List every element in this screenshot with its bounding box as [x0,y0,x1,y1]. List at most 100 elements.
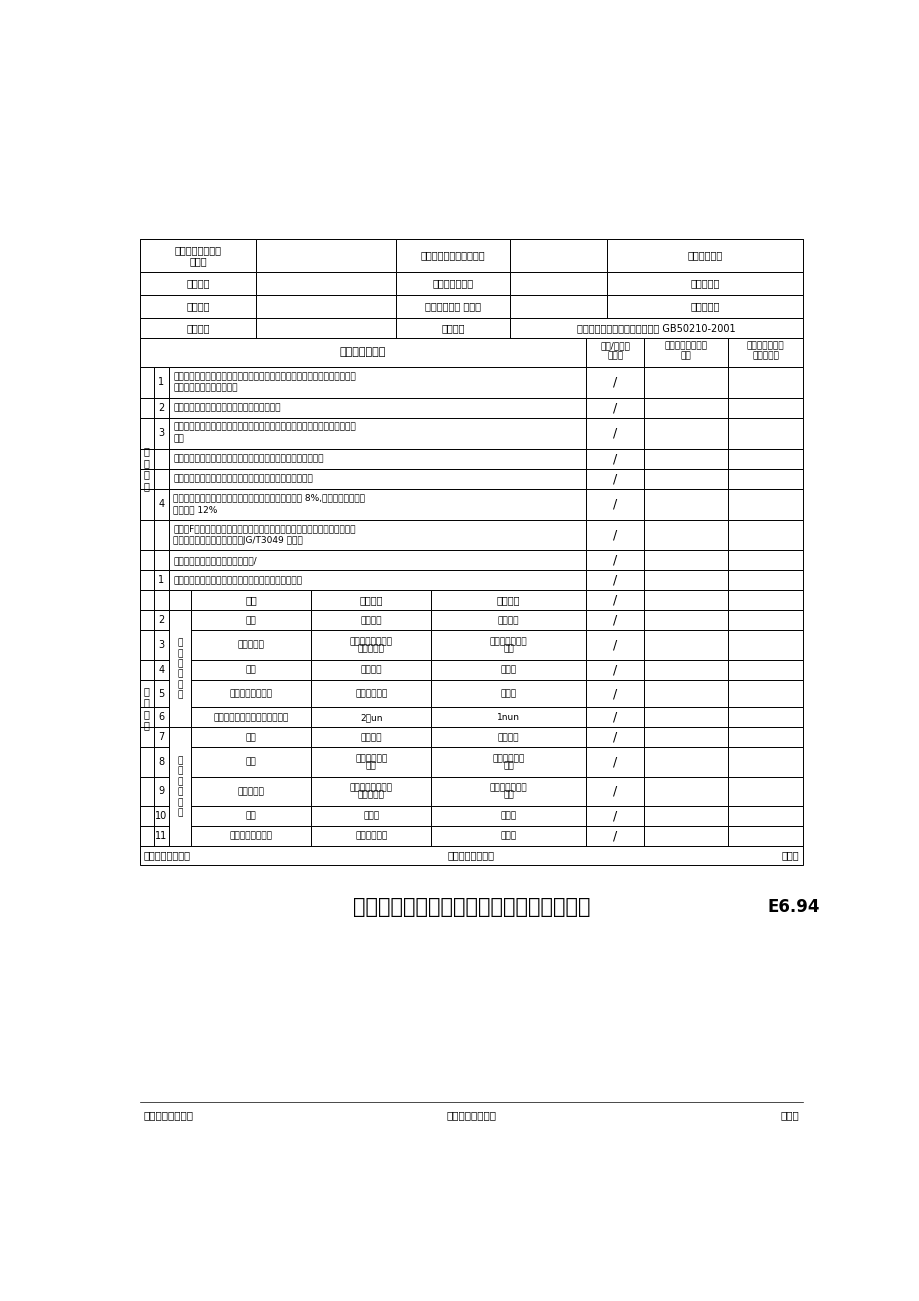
Bar [153,727,169,748]
Bar [643,468,727,489]
Text: 刷纹: 刷纹 [245,812,256,821]
Bar [585,807,643,826]
Bar [169,449,585,468]
Bar [643,610,727,631]
Bar [140,239,802,272]
Text: 厨房、卫生间墙面必须使用耐水腻/: 厨房、卫生间墙面必须使用耐水腻/ [173,556,256,565]
Text: 滑无挡手感: 滑无挡手感 [357,790,384,799]
Text: /: / [612,785,617,798]
Text: 光滑: 光滑 [503,644,514,653]
Text: 含量严禁超过国家标准规定: 含量严禁超过国家标准规定 [173,384,237,393]
Bar [140,317,255,338]
Bar [311,631,431,660]
Bar [169,591,191,610]
Bar [153,807,169,826]
Bar [727,418,802,449]
Bar [727,708,802,727]
Bar [585,468,643,489]
Text: /: / [612,687,617,700]
Bar [585,591,643,610]
Text: 木纹: 木纹 [245,757,256,766]
Bar [140,272,802,295]
Bar [585,727,643,748]
Text: /: / [612,710,617,723]
Bar [727,631,802,660]
Text: 分项工程名称: 分项工程名称 [686,251,722,260]
Text: /: / [612,554,617,567]
Text: 单位（子单位）工: 单位（子单位）工 [175,245,221,255]
Bar [169,367,585,398]
Bar [431,591,585,610]
Bar [140,317,802,338]
Bar [585,570,643,591]
Bar [510,317,802,338]
Text: 旧墙面在涂饰涂料前必须清除疏松的旧装修层并涂刷界面剂: 旧墙面在涂饰涂料前必须清除疏松的旧装修层并涂刷界面剂 [173,475,312,483]
Bar [510,272,607,295]
Text: 不允许: 不允许 [500,831,516,840]
Text: 验收依据: 验收依据 [441,323,464,333]
Text: 基本一致: 基本一致 [360,732,381,742]
Text: 度应符合《建筑室内用腻子》JG/T3049 的规定: 度应符合《建筑室内用腻子》JG/T3049 的规定 [173,536,302,545]
Text: 均匀一致: 均匀一致 [360,615,381,624]
Bar [140,272,255,295]
Bar [169,660,191,679]
Bar [140,631,802,660]
Text: 光滑: 光滑 [503,790,514,799]
Bar [140,660,802,679]
Text: 不允许: 不允许 [500,690,516,699]
Bar [727,748,802,777]
Bar [140,338,585,367]
Text: 清
漆
涂
饰
质
量: 清 漆 涂 饰 质 量 [177,756,183,817]
Bar [643,807,727,826]
Text: 2: 2 [158,615,165,626]
Text: 光泽基本均匀，光: 光泽基本均匀，光 [349,637,392,647]
Bar [140,846,802,865]
Bar [431,660,585,679]
Bar [140,748,802,777]
Bar [169,807,191,826]
Bar [643,489,727,519]
Bar [311,826,431,846]
Text: 专业监理工程师：: 专业监理工程师： [446,1111,496,1120]
Bar [140,826,802,846]
Text: 分包单位: 分包单位 [186,302,210,311]
Text: 2㎜un: 2㎜un [359,713,382,722]
Bar [191,631,311,660]
Bar [140,418,802,449]
Text: /: / [612,472,617,485]
Bar [140,570,153,846]
Bar [169,570,585,591]
Bar [169,708,191,727]
Bar [140,679,802,708]
Text: 建筑装饰装修工程质量验收规范 GB50210-2001: 建筑装饰装修工程质量验收规范 GB50210-2001 [577,323,735,333]
Bar [169,519,585,550]
Bar [140,367,802,398]
Text: 溶剂性涂料涂饰工程检验批质量验收记录表: 溶剂性涂料涂饰工程检验批质量验收记录表 [352,896,590,917]
Text: 6: 6 [158,713,165,722]
Bar [140,295,255,317]
Bar [153,550,169,570]
Bar [255,272,395,295]
Text: 发霉: 发霉 [173,435,184,444]
Text: 3: 3 [158,640,165,650]
Bar [585,550,643,570]
Bar [140,777,802,807]
Text: 一
般
项
目: 一 般 项 目 [143,686,150,731]
Bar [153,591,169,610]
Bar [140,591,802,610]
Text: 刷纹: 刷纹 [245,665,256,674]
Bar [311,660,431,679]
Bar [643,826,727,846]
Bar [191,727,311,748]
Text: 清楚: 清楚 [366,761,376,770]
Bar [191,807,311,826]
Text: 溶剂型涂料涂饰工程应涂饰均匀，粘结牢固，严禁漏涂、透底、起皮和掉粉、: 溶剂型涂料涂饰工程应涂饰均匀，粘结牢固，严禁漏涂、透底、起皮和掉粉、 [173,423,356,432]
Bar [643,367,727,398]
Text: /: / [612,402,617,415]
Text: 样数量: 样数量 [607,351,623,360]
Bar [169,826,191,846]
Bar [727,777,802,807]
Bar [607,239,802,272]
Text: 装饰线、分色线直线度允许偏差: 装饰线、分色线直线度允许偏差 [213,713,289,722]
Text: 滑无挡手感: 滑无挡手感 [357,644,384,653]
